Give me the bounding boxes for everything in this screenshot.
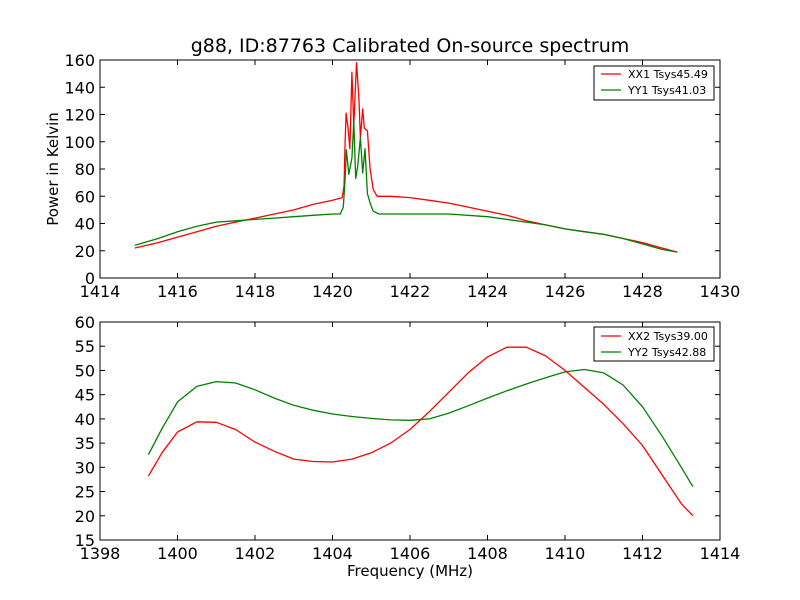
x-tick-label: 1402 bbox=[235, 544, 276, 563]
x-tick-label: 1416 bbox=[157, 282, 198, 301]
bottom-ticks-layer: 1398 1400 1402 1404 1406 1408 1410 1412 1414 15 20… bbox=[75, 313, 741, 563]
y-tick-label: 100 bbox=[64, 133, 95, 152]
x-tick-label: 1406 bbox=[390, 544, 431, 563]
y-tick-label: 35 bbox=[75, 434, 95, 453]
y-tick-label: 50 bbox=[75, 361, 95, 380]
x-tick-label: 1414 bbox=[80, 282, 121, 301]
y-tick-label: 45 bbox=[75, 386, 95, 405]
top-legend: XX1 Tsys45.49 YY1 Tsys41.03 bbox=[593, 65, 715, 101]
y-tick-label: 40 bbox=[75, 410, 95, 429]
x-tick-label: 1410 bbox=[545, 544, 586, 563]
y-tick-label: 25 bbox=[75, 483, 95, 502]
bottom-series-layer bbox=[147, 346, 694, 517]
chart-title: g88, ID:87763 Calibrated On-source spect… bbox=[191, 35, 630, 57]
y-tick-label: 120 bbox=[64, 106, 95, 125]
x-tick-label: 1426 bbox=[545, 282, 586, 301]
bottom-chart-panel: Frequency (MHz) 1398 1400 1402 1404 1406 1408… bbox=[75, 313, 741, 580]
bottom-legend-box bbox=[593, 326, 715, 362]
y-tick-label: 40 bbox=[75, 215, 95, 234]
series-line-xx2 bbox=[147, 346, 694, 517]
y-tick-label: 140 bbox=[64, 78, 95, 97]
x-tick-label: 1398 bbox=[80, 544, 121, 563]
y-tick-label: 30 bbox=[75, 458, 95, 477]
x-tick-label: 1412 bbox=[622, 544, 663, 563]
series-line-yy1 bbox=[134, 120, 678, 253]
y-tick-label: 20 bbox=[75, 507, 95, 526]
y-tick-label: 55 bbox=[75, 337, 95, 356]
x-tick-label: 1414 bbox=[700, 544, 741, 563]
x-tick-label: 1422 bbox=[390, 282, 431, 301]
legend-label-xx1: XX1 Tsys45.49 bbox=[628, 68, 708, 81]
y-tick-label: 60 bbox=[75, 313, 95, 332]
x-tick-label: 1428 bbox=[622, 282, 663, 301]
x-tick-label: 1430 bbox=[700, 282, 741, 301]
y-tick-label: 160 bbox=[64, 51, 95, 70]
top-ticks-layer: 1414 1416 1418 1420 1422 1424 1426 1428 1430 0 20 4… bbox=[64, 51, 740, 301]
x-tick-label: 1420 bbox=[312, 282, 353, 301]
top-y-axis-label: Power in Kelvin bbox=[44, 112, 62, 226]
legend-label-xx2: XX2 Tsys39.00 bbox=[628, 330, 708, 343]
bottom-x-axis-label: Frequency (MHz) bbox=[347, 562, 473, 580]
y-tick-label: 15 bbox=[75, 531, 95, 550]
top-chart-panel: g88, ID:87763 Calibrated On-source spect… bbox=[44, 35, 740, 301]
x-tick-label: 1404 bbox=[312, 544, 353, 563]
series-line-yy2 bbox=[147, 368, 694, 488]
x-tick-label: 1424 bbox=[467, 282, 508, 301]
legend-label-yy2: YY2 Tsys42.88 bbox=[627, 346, 706, 359]
y-tick-label: 80 bbox=[75, 160, 95, 179]
x-tick-label: 1400 bbox=[157, 544, 198, 563]
legend-label-yy1: YY1 Tsys41.03 bbox=[627, 84, 706, 97]
y-tick-label: 0 bbox=[85, 269, 95, 288]
x-tick-label: 1408 bbox=[467, 544, 508, 563]
y-tick-label: 60 bbox=[75, 187, 95, 206]
x-tick-label: 1418 bbox=[235, 282, 276, 301]
bottom-legend: XX2 Tsys39.00 YY2 Tsys42.88 bbox=[593, 326, 715, 362]
top-series-layer bbox=[134, 62, 678, 253]
y-tick-label: 20 bbox=[75, 242, 95, 261]
top-legend-box bbox=[593, 65, 715, 101]
